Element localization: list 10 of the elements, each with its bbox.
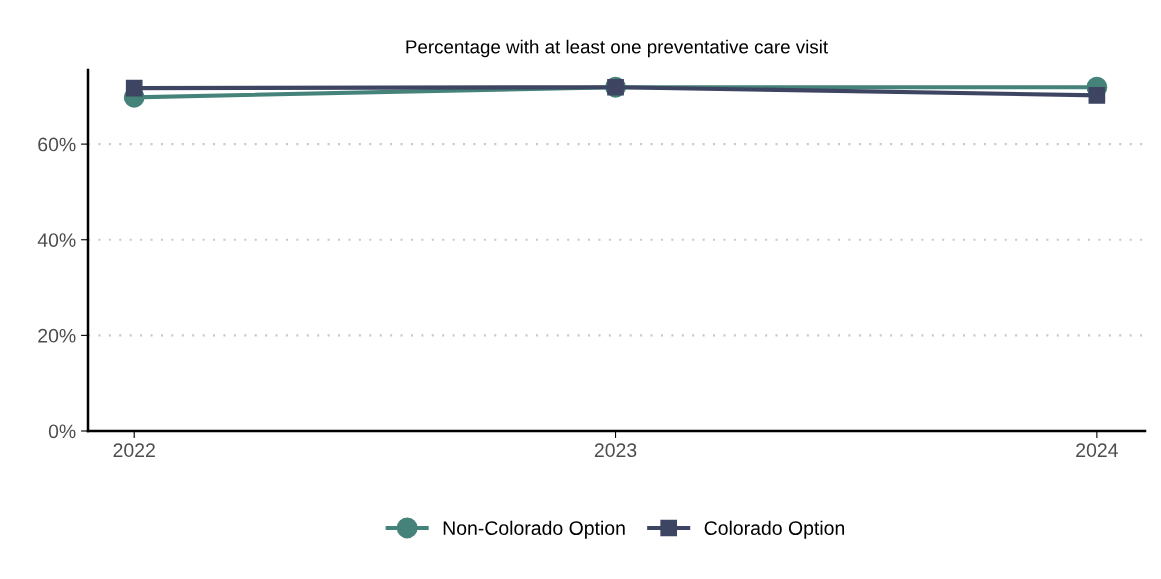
x-tick-label: 2023 <box>594 443 637 458</box>
chart-title: Percentage with at least one preventative care visit <box>406 39 828 58</box>
y-tick-label: 20% <box>38 328 76 343</box>
x-tick-label: 2022 <box>113 443 155 458</box>
x-tick-label: 2024 <box>1076 443 1118 458</box>
y-tick-label: 60% <box>38 137 76 152</box>
y-tick-label: 0% <box>48 424 76 439</box>
legend-label: Non-Colorado Option <box>443 520 625 539</box>
y-tick-label: 40% <box>37 233 76 247</box>
legend-label: Colorado Option <box>704 520 845 539</box>
